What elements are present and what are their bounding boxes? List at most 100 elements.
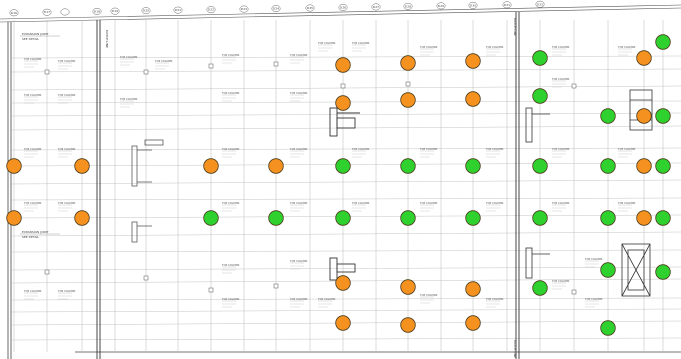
pending-column-marker[interactable] bbox=[335, 95, 351, 111]
completed-column-marker[interactable] bbox=[465, 210, 481, 226]
grid-bubble bbox=[60, 8, 70, 16]
completed-column-marker[interactable] bbox=[600, 158, 616, 174]
completed-column-marker[interactable] bbox=[655, 108, 671, 124]
column-tag: TOP COLUMN bbox=[58, 201, 75, 212]
grid-bubble: D31 bbox=[502, 1, 512, 9]
completed-column-marker[interactable] bbox=[655, 210, 671, 226]
svg-text:TOP COLUMN: TOP COLUMN bbox=[318, 41, 335, 45]
svg-text:D27: D27 bbox=[373, 5, 379, 9]
completed-column-marker[interactable] bbox=[532, 88, 548, 104]
completed-column-marker[interactable] bbox=[532, 210, 548, 226]
svg-text:TOP COLUMN: TOP COLUMN bbox=[290, 53, 307, 57]
top-border bbox=[0, 4, 681, 23]
match-line-label-bottom: MATCH LINE bbox=[513, 340, 517, 358]
pending-column-marker[interactable] bbox=[636, 210, 652, 226]
svg-text:D31: D31 bbox=[504, 3, 510, 7]
pending-column-marker[interactable] bbox=[6, 158, 22, 174]
completed-column-marker[interactable] bbox=[532, 158, 548, 174]
svg-text:TOP COLUMN: TOP COLUMN bbox=[58, 93, 75, 97]
pending-column-marker[interactable] bbox=[465, 91, 481, 107]
pending-column-marker[interactable] bbox=[465, 315, 481, 331]
completed-column-marker[interactable] bbox=[400, 158, 416, 174]
sheet-edges bbox=[7, 22, 681, 359]
grid-lines-vertical bbox=[13, 20, 664, 352]
pending-column-marker[interactable] bbox=[400, 92, 416, 108]
svg-text:TOP COLUMN: TOP COLUMN bbox=[222, 53, 239, 57]
pending-column-marker[interactable] bbox=[335, 57, 351, 73]
pending-column-marker[interactable] bbox=[335, 275, 351, 291]
completed-column-marker[interactable] bbox=[600, 262, 616, 278]
completed-column-marker[interactable] bbox=[335, 158, 351, 174]
completed-column-marker[interactable] bbox=[335, 210, 351, 226]
svg-text:TOP COLUMN: TOP COLUMN bbox=[352, 41, 369, 45]
svg-text:D18: D18 bbox=[94, 9, 100, 13]
completed-column-marker[interactable] bbox=[465, 158, 481, 174]
svg-text:TOP COLUMN: TOP COLUMN bbox=[222, 263, 239, 267]
column-tag: TOP COLUMN bbox=[24, 201, 41, 212]
expansion-joint-note-bottom: EXPANSION JOINT SEE DETAIL bbox=[20, 230, 60, 239]
pending-column-marker[interactable] bbox=[400, 317, 416, 333]
completed-column-marker[interactable] bbox=[600, 210, 616, 226]
column-square bbox=[273, 61, 279, 67]
section-detail-1 bbox=[131, 139, 164, 187]
svg-text:D23: D23 bbox=[241, 7, 247, 11]
pending-column-marker[interactable] bbox=[268, 158, 284, 174]
completed-column-marker[interactable] bbox=[400, 210, 416, 226]
completed-column-marker[interactable] bbox=[268, 210, 284, 226]
svg-text:TOP COLUMN: TOP COLUMN bbox=[420, 201, 437, 205]
pending-column-marker[interactable] bbox=[74, 210, 90, 226]
pending-column-marker[interactable] bbox=[74, 158, 90, 174]
completed-column-marker[interactable] bbox=[600, 320, 616, 336]
column-square bbox=[273, 283, 279, 289]
pending-column-marker[interactable] bbox=[400, 279, 416, 295]
column-tag: TOP COLUMN bbox=[585, 257, 602, 268]
column-tag: TOP COLUMN bbox=[222, 297, 239, 308]
completed-column-marker[interactable] bbox=[655, 34, 671, 50]
svg-text:TOP COLUMN: TOP COLUMN bbox=[585, 257, 602, 261]
svg-text:TOP COLUMN: TOP COLUMN bbox=[24, 201, 41, 205]
svg-text:D22: D22 bbox=[208, 8, 214, 12]
pending-column-marker[interactable] bbox=[203, 158, 219, 174]
svg-text:TOP COLUMN: TOP COLUMN bbox=[552, 77, 569, 81]
completed-column-marker[interactable] bbox=[532, 50, 548, 66]
pending-column-marker[interactable] bbox=[465, 281, 481, 297]
column-tag: TOP COLUMN bbox=[318, 297, 335, 308]
completed-column-marker[interactable] bbox=[600, 108, 616, 124]
column-square bbox=[208, 287, 214, 293]
column-tags: TOP COLUMN TOP COLUMN TOP COLUMN TOP COLUMN… bbox=[24, 41, 635, 308]
svg-text:TOP COLUMN: TOP COLUMN bbox=[552, 45, 569, 49]
pending-column-marker[interactable] bbox=[636, 108, 652, 124]
column-tag: TOP COLUMN bbox=[420, 293, 437, 304]
column-square bbox=[44, 269, 50, 275]
pending-column-marker[interactable] bbox=[465, 53, 481, 69]
column-tag: TOP COLUMN bbox=[222, 201, 239, 212]
pending-column-marker[interactable] bbox=[335, 315, 351, 331]
grid-line-h bbox=[11, 337, 681, 341]
completed-column-marker[interactable] bbox=[532, 280, 548, 296]
grid-bubbles: D16 D17 D18 D19 D20 D21 D22 D23 D24 D25 D26 D27 D28 D… bbox=[9, 0, 545, 17]
grid-line-h bbox=[11, 112, 681, 117]
column-tag: TOP COLUMN bbox=[290, 201, 307, 212]
column-tag: TOP COLUMN bbox=[24, 93, 41, 104]
svg-text:TOP COLUMN: TOP COLUMN bbox=[420, 293, 437, 297]
pending-column-marker[interactable] bbox=[400, 55, 416, 71]
svg-text:D25: D25 bbox=[307, 6, 313, 10]
column-tag: TOP COLUMN bbox=[486, 297, 503, 308]
pending-column-marker[interactable] bbox=[636, 50, 652, 66]
column-tag: TOP COLUMN bbox=[24, 147, 41, 158]
svg-text:TOP COLUMN: TOP COLUMN bbox=[486, 201, 503, 205]
completed-column-marker[interactable] bbox=[203, 210, 219, 226]
svg-text:D20: D20 bbox=[143, 9, 149, 13]
completed-column-marker[interactable] bbox=[655, 158, 671, 174]
svg-text:TOP COLUMN: TOP COLUMN bbox=[58, 201, 75, 205]
column-square bbox=[208, 63, 214, 69]
column-tag: TOP COLUMN bbox=[486, 147, 503, 158]
svg-text:TOP COLUMN: TOP COLUMN bbox=[24, 57, 41, 61]
pending-column-marker[interactable] bbox=[6, 210, 22, 226]
column-tag: TOP COLUMN bbox=[58, 147, 75, 158]
column-tag: TOP COLUMN bbox=[552, 201, 569, 212]
column-tag: TOP COLUMN bbox=[58, 59, 75, 70]
pending-column-marker[interactable] bbox=[636, 158, 652, 174]
grid-bubble: D22 bbox=[206, 6, 216, 14]
completed-column-marker[interactable] bbox=[655, 264, 671, 280]
